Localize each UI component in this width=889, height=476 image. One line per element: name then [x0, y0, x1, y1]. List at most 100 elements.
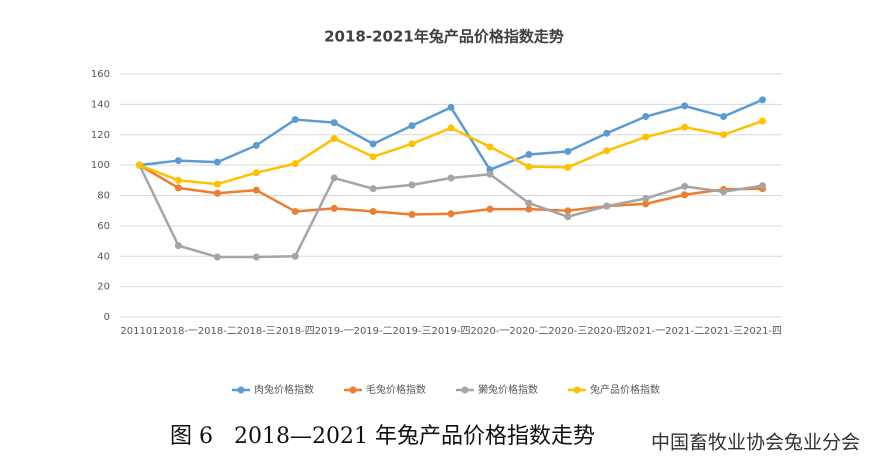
legend-label: 兔产品价格指数: [590, 383, 660, 396]
point: [603, 129, 611, 137]
point: [642, 200, 650, 208]
point: [603, 202, 611, 210]
point: [330, 119, 338, 127]
point: [252, 169, 260, 177]
point: [720, 131, 728, 139]
point: [408, 210, 416, 218]
point: [330, 204, 338, 212]
point: [174, 184, 182, 192]
point: [291, 207, 299, 215]
y-tick-label: 160: [91, 69, 110, 80]
point: [759, 96, 767, 104]
point: [564, 163, 572, 171]
point: [447, 210, 455, 218]
point: [213, 189, 221, 197]
point: [447, 124, 455, 132]
point: [135, 161, 143, 169]
x-tick-label: 2021-四: [743, 326, 782, 337]
point: [486, 143, 494, 151]
point: [642, 195, 650, 203]
point: [525, 150, 533, 158]
point: [369, 140, 377, 148]
point: [447, 174, 455, 182]
y-tick-label: 20: [97, 282, 110, 293]
point: [369, 185, 377, 193]
x-tick-label: 2021-二: [665, 326, 704, 337]
y-tick-label: 140: [91, 99, 110, 110]
point: [525, 163, 533, 171]
point: [174, 157, 182, 165]
point: [252, 141, 260, 149]
point: [213, 180, 221, 188]
point: [642, 133, 650, 141]
point: [642, 113, 650, 121]
point: [252, 253, 260, 261]
legend-marker: [573, 386, 581, 394]
x-tick-label: 2018-三: [237, 326, 276, 337]
point: [369, 153, 377, 161]
point: [330, 174, 338, 182]
legend-label: 肉兔价格指数: [254, 383, 314, 396]
point: [447, 103, 455, 111]
x-tick-label: 2021-三: [704, 326, 743, 337]
point: [408, 140, 416, 148]
x-tick-label: 2019-三: [393, 326, 432, 337]
x-tick-label: 2018-四: [276, 326, 315, 337]
point: [525, 205, 533, 213]
y-tick-label: 0: [104, 312, 110, 323]
point: [564, 207, 572, 215]
legend-label: 獭兔价格指数: [478, 383, 538, 396]
point: [213, 158, 221, 166]
point: [369, 207, 377, 215]
point: [213, 253, 221, 261]
legend-marker: [461, 386, 469, 394]
series-line: [138, 164, 763, 216]
watermark: 中国畜牧业协会兔业分会: [651, 432, 860, 454]
legend-marker: [349, 386, 357, 394]
point: [252, 186, 260, 194]
point: [720, 188, 728, 196]
x-tick-label: 2019-一: [315, 326, 354, 337]
point: [681, 123, 689, 131]
point: [759, 182, 767, 190]
x-tick-label: 2020-二: [509, 326, 548, 337]
point: [564, 213, 572, 221]
point: [486, 205, 494, 213]
legend-marker: [237, 386, 245, 394]
x-tick-label: 2019-二: [354, 326, 393, 337]
point: [291, 116, 299, 124]
y-tick-label: 100: [91, 160, 110, 171]
y-tick-label: 40: [97, 251, 110, 262]
point: [720, 113, 728, 121]
x-tick-label: 2021-一: [626, 326, 665, 337]
x-tick-label: 2020-三: [548, 326, 587, 337]
point: [291, 252, 299, 260]
point: [564, 147, 572, 155]
point: [681, 191, 689, 199]
point: [759, 117, 767, 125]
x-tick-label: 2020-一: [470, 326, 509, 337]
legend-label: 毛兔价格指数: [366, 383, 426, 396]
point: [174, 242, 182, 250]
x-tick-label: 2018-一: [159, 326, 198, 337]
chart-title: 2018-2021年兔产品价格指数走势: [324, 28, 564, 46]
point: [681, 102, 689, 110]
point: [174, 176, 182, 184]
point: [525, 199, 533, 207]
y-tick-label: 80: [97, 191, 110, 202]
y-tick-label: 120: [91, 130, 110, 141]
x-tick-label: 2018-二: [198, 326, 237, 337]
point: [603, 147, 611, 155]
caption: 图 6 2018—2021 年兔产品价格指数走势: [170, 424, 595, 449]
x-tick-label: 2020-四: [587, 326, 626, 337]
y-tick-label: 60: [97, 221, 110, 232]
point: [330, 135, 338, 143]
x-tick-label: 201101: [120, 326, 158, 337]
point: [408, 181, 416, 189]
point: [486, 170, 494, 178]
point: [291, 160, 299, 168]
x-tick-label: 2019-四: [431, 326, 470, 337]
point: [408, 122, 416, 130]
point: [681, 182, 689, 190]
